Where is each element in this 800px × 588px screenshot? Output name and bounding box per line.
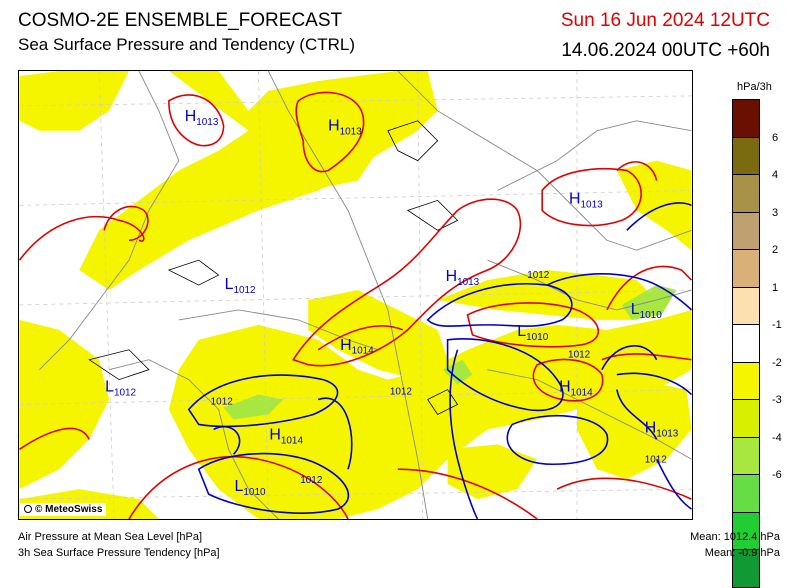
isobars-high (19, 91, 692, 519)
legend-swatch (732, 211, 760, 250)
legend-swatch (732, 361, 760, 400)
contour-label: 1012 (645, 454, 668, 465)
legend-swatch (732, 249, 760, 288)
country-borders (39, 71, 692, 519)
legend-tick-label: -2 (772, 356, 782, 369)
legend-swatch (732, 399, 760, 438)
contour-label: 1012 (300, 475, 323, 486)
map-title: COSMO-2E ENSEMBLE_FORECAST (18, 10, 343, 31)
pressure-centre: L1010 (631, 301, 662, 321)
valid-time: Sun 16 Jun 2024 12UTC (560, 10, 770, 31)
grid-lines (19, 71, 692, 519)
map-subtitle: Sea Surface Pressure and Tendency (CTRL) (18, 35, 356, 54)
meteoswiss-logo-icon (24, 505, 32, 513)
pressure-centre: H1014 (559, 379, 593, 399)
legend-tick-label: -3 (772, 394, 782, 406)
coastlines (88, 120, 459, 415)
pressure-centre: L1010 (517, 323, 548, 343)
pressure-centre: H1014 (269, 426, 303, 446)
legend-unit: hPa/3h (737, 81, 772, 93)
pressure-centre: H1014 (340, 337, 374, 357)
pressure-centres: H1013 H1013 H1013 H1013 H1014 H1014 H101… (105, 108, 679, 498)
legend-tick-label: -6 (772, 469, 782, 481)
colorbar-legend (732, 99, 760, 588)
legend-swatch (732, 136, 760, 175)
contour-label: 1012 (211, 397, 234, 408)
mean-tendency: Mean: -0.9 hPa (704, 547, 780, 559)
tendency-fill-green (223, 285, 677, 420)
legend-swatch (732, 474, 760, 513)
contour-label: 1012 (390, 387, 413, 398)
contour-label: 1012 (527, 270, 550, 281)
pressure-centre: H1013 (328, 118, 362, 138)
legend-swatch (732, 324, 760, 363)
pressure-centre: L1012 (225, 276, 256, 296)
legend-tick-label: 2 (772, 244, 779, 256)
pressure-centre: H1013 (645, 419, 679, 439)
pressure-centre: L1010 (235, 478, 266, 498)
run-info: 14.06.2024 00UTC +60h (561, 40, 770, 61)
forecast-map: H1013 H1013 H1013 H1013 H1014 H1014 H101… (18, 70, 693, 520)
copyright-badge: © MeteoSwiss (20, 503, 107, 516)
copyright-text: © MeteoSwiss (35, 504, 103, 515)
legend-tick-label: 1 (772, 281, 779, 294)
legend-swatch (732, 286, 760, 325)
contour-label: 1012 (568, 350, 591, 361)
footer-line-1: Air Pressure at Mean Sea Level [hPa] (18, 531, 203, 543)
isobars-low (187, 202, 692, 519)
pressure-centre: H1013 (569, 190, 603, 210)
footer-line-2: 3h Sea Surface Pressure Tendency [hPa] (18, 547, 220, 559)
legend-swatch (732, 511, 760, 550)
legend-tick-label: 4 (772, 169, 779, 181)
legend-tick-label: 6 (772, 131, 779, 144)
legend-swatch (732, 99, 760, 138)
legend-swatch (732, 436, 760, 475)
legend-tick-label: 3 (772, 206, 779, 219)
contour-labels: 1012 1012 1012 1012 1012 1012 (211, 270, 668, 486)
pressure-centre: H1013 (185, 108, 219, 128)
legend-tick-label: -4 (772, 431, 782, 444)
legend-swatch (732, 174, 760, 213)
pressure-centre: L1012 (105, 379, 136, 399)
legend-tick-label: -1 (772, 319, 782, 331)
mean-pressure: Mean: 1012.4 hPa (690, 531, 780, 543)
pressure-centre: H1013 (446, 268, 480, 288)
